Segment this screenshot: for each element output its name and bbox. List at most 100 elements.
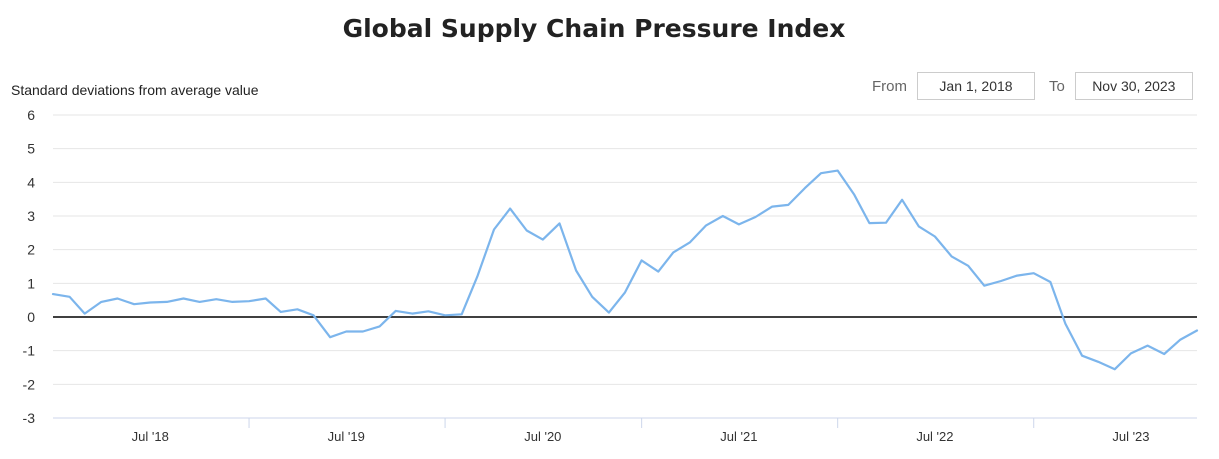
data-point xyxy=(461,313,463,315)
data-point xyxy=(1196,330,1198,332)
data-point xyxy=(183,298,185,300)
x-axis: Jul '18 Jul '19 Jul '20 Jul '21 Jul '22 Jul '… xyxy=(53,316,1197,444)
data-point xyxy=(624,291,626,293)
data-point xyxy=(215,298,217,300)
data-point xyxy=(837,170,839,172)
data-point xyxy=(345,331,347,333)
data-point xyxy=(804,187,806,189)
data-point xyxy=(934,236,936,238)
data-point xyxy=(771,206,773,208)
data-point xyxy=(705,224,707,226)
y-axis-label: Standard deviations from average value xyxy=(11,82,259,98)
series-group xyxy=(51,169,1199,371)
to-date-input[interactable]: Nov 30, 2023 xyxy=(1074,72,1193,100)
grid-lines xyxy=(53,114,1197,385)
data-point xyxy=(199,301,201,303)
data-point xyxy=(493,229,495,231)
x-tick-label: Jul '19 xyxy=(328,429,365,444)
x-tick-label: Jul '22 xyxy=(916,429,953,444)
x-tick-label: Jul '20 xyxy=(524,429,561,444)
x-tick-label: Jul '18 xyxy=(132,429,169,444)
data-point xyxy=(689,241,691,243)
data-point xyxy=(248,300,250,302)
data-point xyxy=(918,225,920,227)
data-point xyxy=(313,314,315,316)
date-range-selector: From Jan 1, 2018 To Nov 30, 2023 xyxy=(872,72,1193,100)
data-point xyxy=(738,223,740,225)
data-point xyxy=(296,308,298,310)
data-point xyxy=(411,313,413,315)
data-point xyxy=(820,172,822,174)
data-point xyxy=(901,199,903,201)
data-point xyxy=(1000,280,1002,282)
data-point xyxy=(559,222,561,224)
y-tick-label: 4 xyxy=(27,174,35,190)
chart-title: Global Supply Chain Pressure Index xyxy=(342,14,846,43)
data-point xyxy=(52,293,54,295)
y-tick-label: 1 xyxy=(27,275,35,291)
from-date-input[interactable]: Jan 1, 2018 xyxy=(917,72,1035,100)
series-line xyxy=(51,169,1199,371)
data-point xyxy=(395,310,397,312)
data-point xyxy=(476,276,478,278)
data-point xyxy=(1033,272,1035,274)
y-tick-label: 5 xyxy=(27,141,35,157)
data-point xyxy=(362,331,364,333)
data-point xyxy=(983,285,985,287)
data-point xyxy=(1064,323,1066,325)
y-tick-label: 0 xyxy=(27,309,35,325)
y-tick-label: -3 xyxy=(23,410,36,426)
data-point xyxy=(231,301,233,303)
y-tick-label: -2 xyxy=(23,376,36,392)
data-point xyxy=(117,298,119,300)
data-point xyxy=(591,296,593,298)
data-point xyxy=(755,216,757,218)
data-point xyxy=(672,251,674,253)
data-point xyxy=(1081,355,1083,357)
data-point xyxy=(1049,281,1051,283)
data-point xyxy=(967,265,969,267)
data-point xyxy=(542,239,544,241)
data-point xyxy=(69,296,71,298)
data-point xyxy=(722,215,724,217)
data-point xyxy=(427,310,429,312)
y-tick-label: 3 xyxy=(27,208,35,224)
data-point xyxy=(575,270,577,272)
data-point xyxy=(1016,275,1018,277)
y-tick-label: -1 xyxy=(23,343,36,359)
data-point xyxy=(951,255,953,257)
data-point xyxy=(1163,353,1165,355)
y-tick-label: 6 xyxy=(27,107,35,123)
data-point xyxy=(1097,361,1099,363)
data-point xyxy=(133,303,135,305)
y-axis-ticks: 6 5 4 3 2 1 0 -1 -2 -3 xyxy=(23,107,36,426)
data-point xyxy=(868,222,870,224)
data-point xyxy=(166,301,168,303)
data-point xyxy=(379,325,381,327)
data-point xyxy=(853,194,855,196)
data-point xyxy=(1114,368,1116,370)
data-point xyxy=(265,298,267,300)
x-tick-label: Jul '21 xyxy=(720,429,757,444)
data-point xyxy=(787,204,789,206)
data-point xyxy=(608,312,610,314)
data-point xyxy=(885,222,887,224)
data-point xyxy=(1147,345,1149,347)
data-point xyxy=(657,271,659,273)
data-point xyxy=(84,313,86,315)
data-point xyxy=(526,230,528,232)
data-point xyxy=(329,336,331,338)
x-tick-label: Jul '23 xyxy=(1112,429,1149,444)
data-point xyxy=(509,208,511,210)
y-tick-label: 2 xyxy=(27,242,35,258)
data-point xyxy=(444,314,446,316)
data-point xyxy=(641,259,643,261)
data-point xyxy=(280,311,282,313)
to-label: To xyxy=(1049,77,1065,95)
data-point xyxy=(149,302,151,304)
data-point xyxy=(100,301,102,303)
data-point xyxy=(1130,352,1132,354)
from-label: From xyxy=(872,77,907,95)
data-point xyxy=(1179,339,1181,341)
